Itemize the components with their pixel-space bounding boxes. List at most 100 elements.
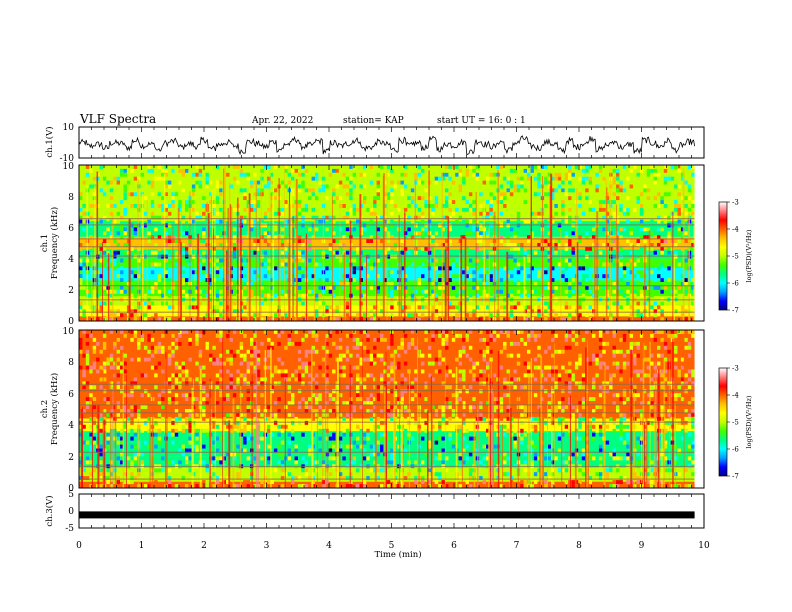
spectrogram-cell: [185, 428, 189, 433]
spectrogram-cell: [578, 204, 582, 208]
spectrogram-cell: [362, 313, 367, 318]
spectrogram-cell: [438, 444, 442, 449]
spectrogram-cell: [270, 385, 274, 390]
spectrogram-cell: [109, 293, 114, 298]
spectrogram-cell: [287, 341, 292, 346]
spectrogram-cell: [533, 393, 538, 398]
spectrogram-cell: [144, 301, 148, 306]
spectrogram-cell: [581, 448, 586, 453]
spectrogram-cell: [291, 412, 295, 417]
spectrogram-cell: [99, 305, 103, 310]
spectrogram-cell: [503, 385, 507, 390]
spectrogram-cell: [687, 345, 692, 350]
spectrogram-cell: [328, 219, 333, 224]
spectrogram-cell: [571, 337, 575, 342]
spectrogram-cell: [619, 405, 623, 410]
spectrogram-cell: [113, 219, 117, 224]
spectrogram-cell: [605, 200, 610, 204]
spectrogram-cell: [280, 448, 285, 453]
spectrogram-streak: [288, 253, 289, 321]
spectrogram-cell: [509, 317, 514, 321]
spectrogram-cell: [458, 289, 463, 294]
spectrogram-cell: [297, 357, 302, 362]
spectrogram-cell: [133, 227, 138, 232]
spectrogram-cell: [82, 219, 86, 224]
spectrogram-cell: [486, 345, 490, 350]
spectrogram-cell: [544, 317, 548, 321]
spectrogram-cell: [116, 412, 121, 417]
spectrogram-cell: [592, 207, 596, 212]
spectrogram-cell: [653, 231, 658, 236]
spectrogram-cell: [188, 377, 192, 382]
spectrogram-cell: [123, 211, 127, 216]
spectrogram-cell: [585, 168, 589, 173]
spectrogram-cell: [178, 330, 182, 334]
spectrogram-cell: [130, 239, 134, 243]
spectrogram-cell: [352, 266, 357, 271]
spectrogram-cell: [345, 227, 350, 232]
spectrogram-cell: [499, 239, 504, 243]
spectrogram-cell: [277, 337, 281, 342]
spectrogram-cell: [349, 188, 353, 193]
spectrogram-cell: [557, 349, 562, 354]
spectrogram-cell: [256, 207, 261, 212]
spectrogram-cell: [342, 204, 346, 208]
spectrogram-cell: [147, 180, 151, 185]
spectrogram-cell: [633, 313, 637, 318]
spectrogram-cell: [181, 196, 186, 201]
spectrogram-cell: [547, 365, 552, 370]
spectrogram-cell: [684, 389, 688, 394]
spectrogram-cell: [362, 250, 367, 255]
spectrogram-cell: [609, 235, 613, 240]
spectrogram-cell: [154, 349, 158, 354]
spectrogram-cell: [612, 200, 616, 204]
spectrogram-cell: [619, 207, 623, 212]
spectrogram-cell: [89, 333, 93, 338]
spectrogram-cell: [424, 397, 428, 402]
spectrogram-cell: [332, 278, 336, 282]
spectrogram-streak: [523, 256, 526, 321]
spectrogram-cell: [318, 301, 322, 306]
spectrogram-cell: [537, 345, 541, 350]
spectrogram-cell: [325, 424, 329, 429]
spectrogram-streak: [530, 176, 532, 321]
spectrogram-streak: [447, 216, 450, 321]
spectrogram-cell: [253, 393, 257, 398]
spectrogram-cell: [178, 365, 182, 370]
spectrogram-cell: [198, 278, 203, 282]
spectrogram-cell: [209, 289, 213, 294]
spectrogram-cell: [482, 349, 487, 354]
spectrogram-cell: [157, 192, 162, 197]
spectrogram-cell: [308, 385, 312, 390]
spectrogram-cell: [96, 357, 100, 362]
spectrogram-cell: [219, 180, 223, 185]
spectrogram-cell: [147, 231, 151, 236]
spectrogram-cell: [209, 192, 213, 197]
spectrogram-cell: [291, 393, 295, 398]
spectrogram-cell: [215, 436, 220, 441]
spectrogram-cell: [215, 165, 220, 169]
spectrogram-cell: [82, 188, 86, 193]
spectrogram-cell: [253, 200, 257, 204]
spectrogram-cell: [592, 409, 596, 413]
spectrogram-cell: [171, 420, 175, 425]
spectrogram-cell: [533, 377, 538, 382]
spectrogram-cell: [431, 239, 435, 243]
spectrogram-cell: [284, 168, 288, 173]
spectrogram-cell: [462, 285, 466, 290]
spectrogram-cell: [636, 309, 640, 314]
spectrogram-cell: [287, 432, 292, 437]
spectrogram-cell: [571, 412, 575, 417]
spectrogram-cell: [472, 361, 476, 366]
spectrogram-cell: [458, 305, 463, 310]
spectrogram-cell: [202, 204, 206, 208]
spectrogram-cell: [513, 235, 517, 240]
spectrogram-cell: [657, 274, 661, 279]
spectrogram-cell: [215, 289, 220, 294]
spectrogram-cell: [421, 369, 425, 374]
spectrogram-streak: [290, 195, 293, 321]
spectrogram-cell: [520, 293, 524, 298]
spectrogram-cell: [657, 204, 661, 208]
spectrogram-cell: [212, 309, 216, 314]
spectrogram-cell: [636, 274, 640, 279]
